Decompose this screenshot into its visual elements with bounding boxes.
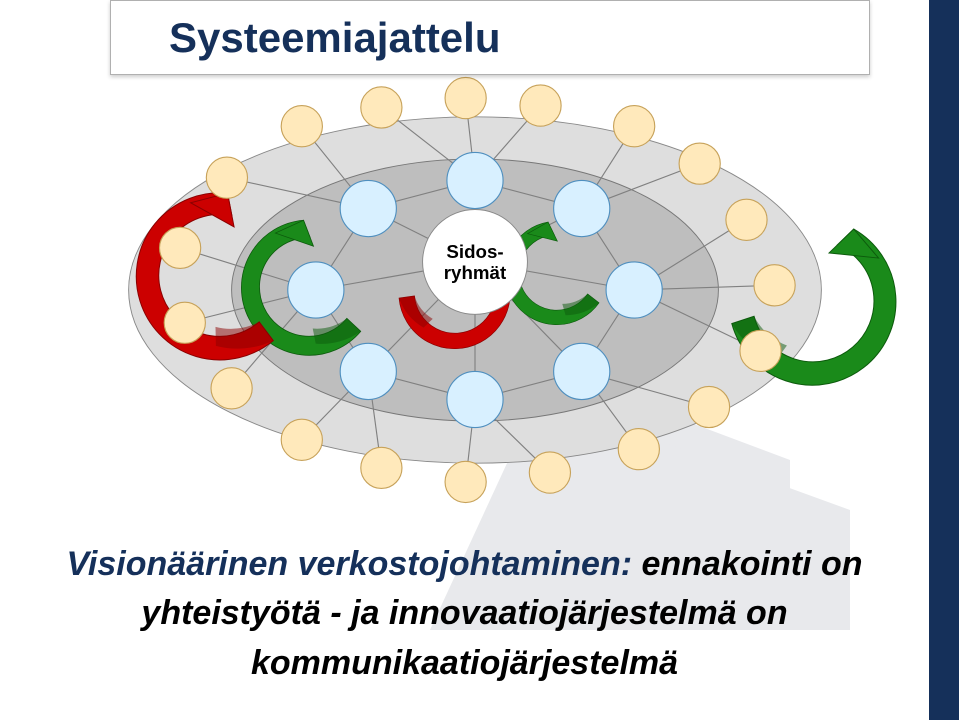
outer-node [160, 227, 201, 268]
center-label-line1: Sidos- [446, 241, 503, 262]
caption-line2: yhteistyötä - ja innovaatiojärjestelmä o… [0, 589, 929, 638]
outer-node [445, 461, 486, 502]
outer-node [529, 452, 570, 493]
outer-node [679, 143, 720, 184]
outer-node [754, 265, 795, 306]
inner-node [447, 371, 503, 427]
network-diagram: Sidos-ryhmät [45, 70, 905, 510]
inner-node [606, 262, 662, 318]
outer-node [614, 106, 655, 147]
outer-node [211, 368, 252, 409]
outer-node [206, 157, 247, 198]
outer-node [281, 419, 322, 460]
inner-node [447, 152, 503, 208]
outer-node [361, 447, 402, 488]
inner-node [288, 262, 344, 318]
inner-node [340, 180, 396, 236]
title-box: Systeemiajattelu [110, 0, 870, 75]
page-title: Systeemiajattelu [169, 14, 501, 62]
right-side-bar [929, 0, 959, 720]
bottom-caption: Visionäärinen verkostojohtaminen: ennako… [0, 540, 929, 688]
outer-node [164, 302, 205, 343]
inner-node [554, 180, 610, 236]
slide: UU Sidos-ryhmät Systeemiajattelu Visionä… [0, 0, 959, 720]
inner-node [340, 343, 396, 399]
outer-node [726, 199, 767, 240]
outer-node [740, 330, 781, 371]
outer-node [618, 429, 659, 470]
outer-node [445, 77, 486, 118]
caption-line1-prefix: Visionäärinen verkostojohtaminen: [67, 545, 642, 583]
caption-line3: kommunikaatiojärjestelmä [0, 639, 929, 688]
outer-node [361, 87, 402, 128]
inner-node [554, 343, 610, 399]
outer-node [688, 386, 729, 427]
outer-node [281, 106, 322, 147]
outer-node [520, 85, 561, 126]
center-label-line2: ryhmät [444, 262, 506, 283]
caption-line1-suffix: ennakointi on [641, 545, 862, 583]
